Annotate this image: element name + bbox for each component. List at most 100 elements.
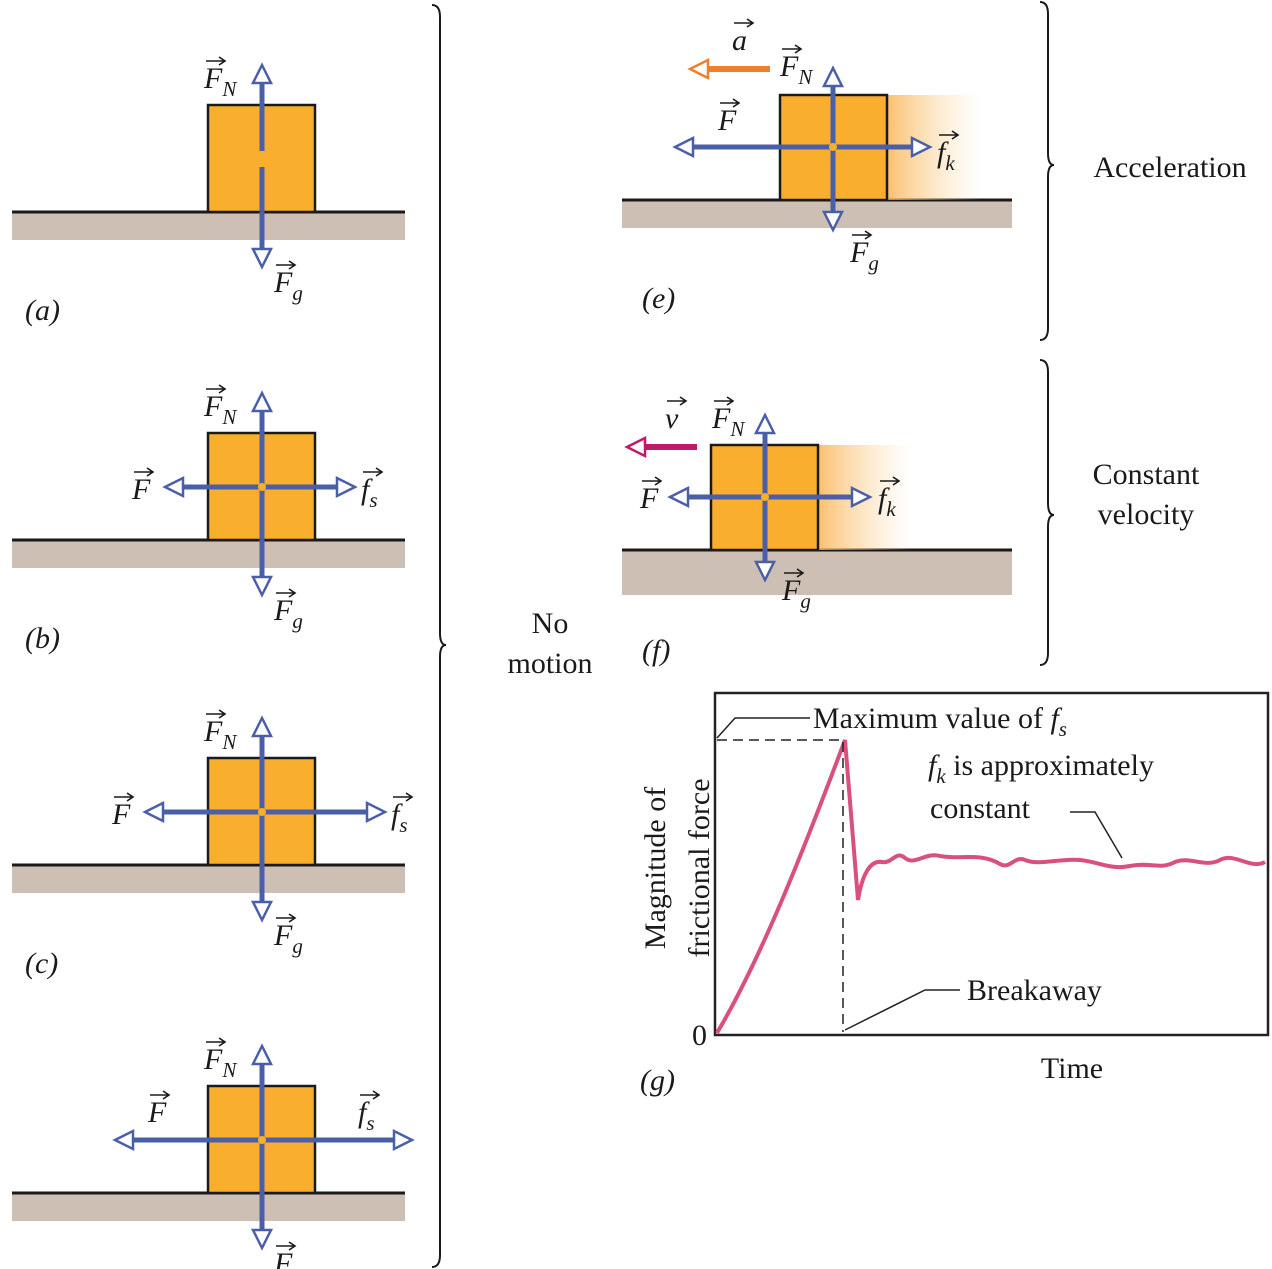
vector-symbol: F xyxy=(273,1247,293,1269)
kinetic-note-text: is approximately xyxy=(946,749,1154,782)
vector-label: fs xyxy=(361,473,378,512)
vector-label: F xyxy=(639,482,659,515)
max-note: Maximum value of fs xyxy=(813,702,1067,741)
origin-label: 0 xyxy=(692,1019,707,1052)
brace xyxy=(432,5,446,1267)
vector-symbol: F xyxy=(203,390,223,423)
vector-symbol: v xyxy=(665,402,679,435)
vector-symbol: F xyxy=(711,402,731,435)
vector-subscript: N xyxy=(221,730,237,754)
block-center xyxy=(829,143,837,151)
panel-label: (a) xyxy=(25,294,60,327)
arrow-head xyxy=(145,803,163,821)
vector-label: v xyxy=(665,402,679,435)
vector-label: Fg xyxy=(273,1247,303,1269)
vector-subscript: g xyxy=(800,589,811,613)
arrow-head xyxy=(115,1131,133,1149)
vector-label: F xyxy=(111,798,131,831)
kinetic-note: fk is approximately xyxy=(928,749,1154,788)
group-label: Acceleration xyxy=(1093,151,1246,184)
arrow-head xyxy=(253,249,271,267)
arrow-head xyxy=(253,902,271,920)
kinetic-note-text: constant xyxy=(930,792,1031,825)
ground xyxy=(12,1193,405,1221)
max-note-text: Maximum value of xyxy=(813,702,1050,735)
vector-label: fs xyxy=(358,1096,375,1135)
friction-diagram: FNFg(a)FNFgFfs(b)FNFgFfs(c)FNFgFfs(d)aFN… xyxy=(0,0,1272,1269)
vector-label: F xyxy=(147,1096,167,1129)
vector-label: FN xyxy=(779,50,813,89)
vector-symbol: F xyxy=(849,236,869,269)
vector-label: F xyxy=(131,473,151,506)
ground xyxy=(12,865,405,893)
vector-symbol: F xyxy=(779,50,799,83)
vector-subscript: g xyxy=(292,609,303,633)
group-label: No xyxy=(532,607,569,640)
arrow-head xyxy=(627,438,645,456)
max-note-sub: s xyxy=(1059,717,1067,741)
breakaway-label: Breakaway xyxy=(967,974,1102,1007)
vector-label: Fg xyxy=(273,594,303,633)
vector-symbol: F xyxy=(717,104,737,137)
arrow-head xyxy=(253,65,271,83)
vector-subscript: s xyxy=(366,1111,374,1135)
panel-label: (b) xyxy=(25,622,60,655)
vector-symbol: F xyxy=(273,266,293,299)
vector-symbol: F xyxy=(781,574,801,607)
arrow-head xyxy=(675,138,693,156)
arrow-head xyxy=(824,68,842,86)
vector-label: FN xyxy=(711,402,745,441)
vector-subscript: N xyxy=(729,417,745,441)
vector-label: Fg xyxy=(273,919,303,958)
vector-subscript: g xyxy=(868,251,879,275)
y-axis-label-line: Magnitude of xyxy=(639,787,672,949)
arrow-head xyxy=(253,393,271,411)
arrow-head xyxy=(253,1230,271,1248)
vector-subscript: k xyxy=(945,151,955,175)
brace xyxy=(1040,2,1054,340)
ground xyxy=(12,540,405,568)
vector-label: fs xyxy=(391,798,408,837)
panel-label: (g) xyxy=(640,1064,675,1097)
vector-subscript: g xyxy=(292,281,303,305)
vector-label: FN xyxy=(203,715,237,754)
vector-subscript: k xyxy=(886,497,896,521)
arrow-head xyxy=(253,577,271,595)
block-center xyxy=(258,483,266,491)
vector-symbol: a xyxy=(732,24,747,57)
group-label: motion xyxy=(507,647,592,680)
arrow-head xyxy=(253,718,271,736)
vector-symbol: F xyxy=(639,482,659,515)
ground xyxy=(622,550,1012,595)
arrow-head xyxy=(690,60,708,78)
arrow-head xyxy=(670,488,688,506)
vector-symbol: F xyxy=(203,62,223,95)
block-center xyxy=(761,493,769,501)
vector-symbol: F xyxy=(273,919,293,952)
arrow-head xyxy=(165,478,183,496)
vector-subscript: N xyxy=(221,1058,237,1082)
vector-subscript: s xyxy=(399,813,407,837)
panel-label: (c) xyxy=(25,947,58,980)
vector-subscript: N xyxy=(221,77,237,101)
arrow-head xyxy=(367,803,385,821)
arrow-head xyxy=(756,415,774,433)
vector-label: a xyxy=(732,24,747,57)
ground xyxy=(12,212,405,240)
vector-subscript: s xyxy=(369,488,377,512)
brace xyxy=(1040,360,1054,665)
vector-symbol: F xyxy=(111,798,131,831)
panel-label: (e) xyxy=(642,282,675,315)
ground xyxy=(622,200,1012,228)
vector-subscript: g xyxy=(292,934,303,958)
arrow-head xyxy=(253,1046,271,1064)
vector-label: FN xyxy=(203,1043,237,1082)
vector-symbol: F xyxy=(131,473,151,506)
vector-symbol: F xyxy=(203,1043,223,1076)
vector-symbol: F xyxy=(147,1096,167,1129)
vector-label: Fg xyxy=(849,236,879,275)
vector-label: FN xyxy=(203,390,237,429)
vector-label: FN xyxy=(203,62,237,101)
vector-label: Fg xyxy=(273,266,303,305)
